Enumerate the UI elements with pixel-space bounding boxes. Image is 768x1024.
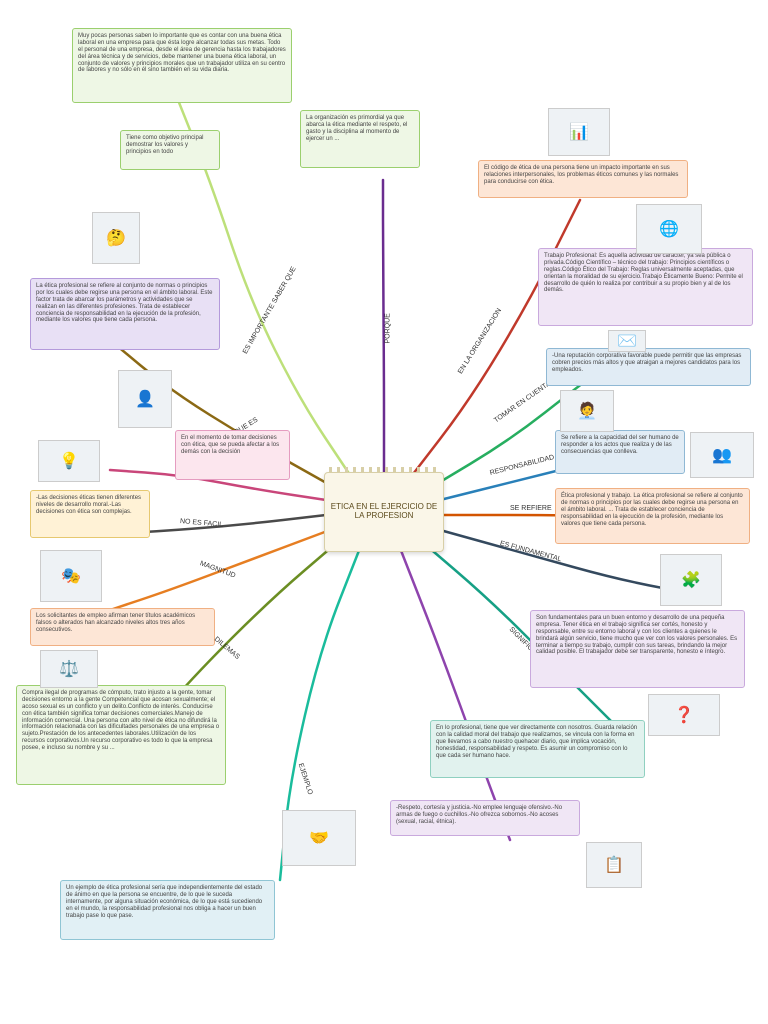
note-porque: La organización es primordial ya que aba… <box>300 110 420 168</box>
branch-label-fundamental: ES FUNDAMENTAL <box>499 540 562 563</box>
note-fundamental: Son fundamentales para un buen entorno y… <box>530 610 745 688</box>
note-nofacil: -Las decisiones éticas tienen diferentes… <box>30 490 150 538</box>
note-magnitud: Los solicitantes de empleo afirman tener… <box>30 608 215 646</box>
thumbnail-5: 🤝 <box>282 810 356 866</box>
thumbnail-6: 📋 <box>586 842 642 888</box>
note-codigo: -Respeto, cortesía y justicia.-No emplee… <box>390 800 580 836</box>
branch-label-porque: PORQUE <box>385 313 392 343</box>
center-title: ETICA EN EL EJERCICIO DE LA PROFESION <box>329 503 439 521</box>
thumbnail-7: ❓ <box>648 694 720 736</box>
thumbnail-4: ⚖️ <box>40 650 98 688</box>
mindmap-stage: ETICA EN EL EJERCICIO DE LA PROFESION PO… <box>0 0 768 1024</box>
center-node: ETICA EN EL EJERCICIO DE LA PROFESION <box>324 472 444 552</box>
thumbnail-9: 👥 <box>690 432 754 478</box>
note-organizacion-1: Trabajo Profesional: Es aquella activida… <box>538 248 753 326</box>
thumbnail-2: 💡 <box>38 440 100 482</box>
thumbnail-8: 🧩 <box>660 554 722 606</box>
branch-label-organizacion: EN LA ORGANIZACION <box>457 307 503 375</box>
branch-label-tomar: TOMAR EN CUENTA <box>493 380 552 424</box>
branch-label-dilemas: DILEMAS <box>213 636 241 661</box>
branch-label-responsabilidad: RESPONSABILIDAD <box>489 454 555 477</box>
thumbnail-13: ✉️ <box>608 330 646 352</box>
thumbnail-3: 🎭 <box>40 550 102 602</box>
note-significa: En lo profesional, tiene que ver directa… <box>430 720 645 778</box>
branch-label-importante: ES IMPORTANTE SABER QUE <box>242 266 298 356</box>
note-importante-1: Tiene como objetivo principal demostrar … <box>120 130 220 170</box>
note-refiere: Ética profesional y trabajo. La ética pr… <box>555 488 750 544</box>
branch-label-magnitud: MAGNITUD <box>199 560 236 579</box>
note-quees: La ética profesional se refiere al conju… <box>30 278 220 350</box>
thumbnail-10: 🧑‍💼 <box>560 390 614 432</box>
thumbnail-12: 📊 <box>548 108 610 156</box>
note-tomar: -Una reputación corporativa favorable pu… <box>546 348 751 386</box>
branch-label-nofacil: NO ES FACIL <box>180 518 224 529</box>
branch-label-ejemplo: EJEMPLO <box>297 762 314 795</box>
note-importante: Muy pocas personas saben lo importante q… <box>72 28 292 103</box>
thumbnail-0: 🤔 <box>92 212 140 264</box>
note-dilemas: Compra ilegal de programas de cómputo, t… <box>16 685 226 785</box>
note-problemas: En el momento de tomar decisiones con ét… <box>175 430 290 480</box>
branch-label-refiere: SE REFIERE <box>510 505 552 512</box>
thumbnail-11: 🌐 <box>636 204 702 254</box>
note-organizacion: El código de ética de una persona tiene … <box>478 160 688 198</box>
thumbnail-1: 👤 <box>118 370 172 428</box>
note-responsabilidad: Se refiere a la capacidad del ser humano… <box>555 430 685 474</box>
note-ejemplo: Un ejemplo de ética profesional sería qu… <box>60 880 275 940</box>
